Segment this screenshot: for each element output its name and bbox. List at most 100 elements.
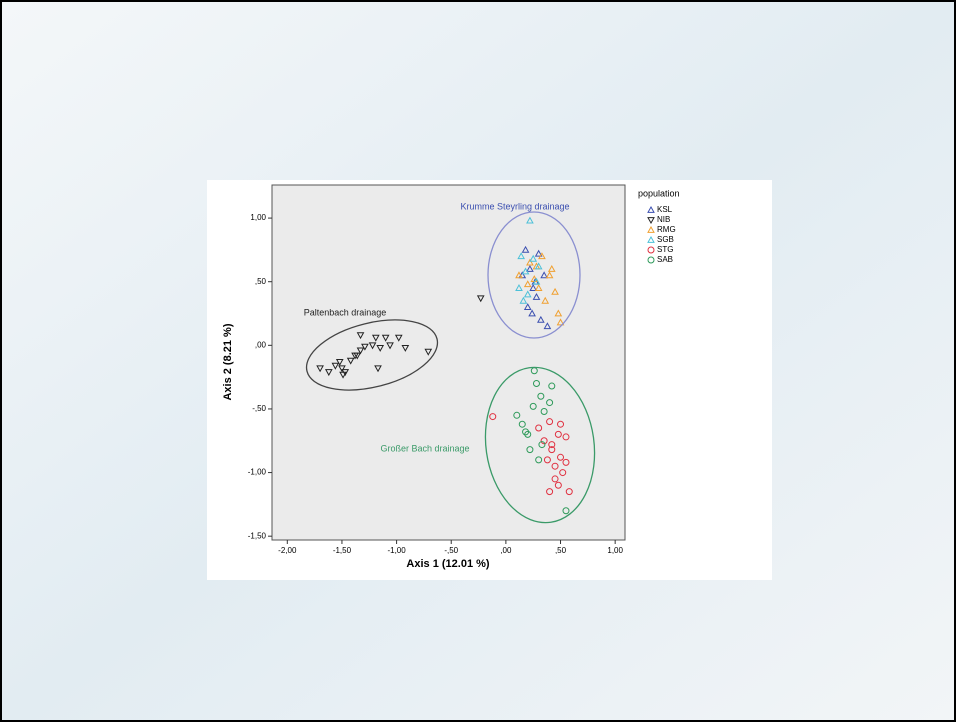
cluster-ellipse (484, 366, 596, 524)
point (331, 362, 340, 370)
point (532, 292, 541, 300)
point (565, 488, 573, 496)
point (346, 357, 355, 365)
point (534, 284, 543, 291)
point (554, 430, 562, 438)
point (538, 441, 546, 449)
point (562, 433, 570, 441)
point (546, 418, 554, 426)
point (562, 458, 570, 466)
point (376, 344, 385, 352)
point (335, 358, 344, 366)
point (339, 371, 347, 379)
y-tick-label: ,00 (255, 340, 267, 349)
point (324, 369, 333, 377)
point (513, 411, 521, 419)
point (381, 334, 390, 342)
legend-marker (647, 235, 655, 243)
x-tick-label: -2,00 (278, 546, 297, 555)
point (554, 481, 562, 489)
point (361, 343, 369, 351)
point (557, 420, 565, 428)
point (394, 334, 403, 342)
point (515, 271, 523, 279)
point (546, 488, 554, 496)
point (543, 322, 552, 330)
point (519, 296, 528, 304)
point (517, 252, 526, 260)
point (528, 309, 536, 317)
point (338, 365, 346, 373)
cluster-ellipse (487, 211, 581, 339)
point (548, 382, 556, 390)
annotation: Großer Bach drainage (380, 443, 469, 453)
point (545, 271, 554, 279)
x-tick-label: -1,50 (333, 546, 352, 555)
point (551, 462, 559, 470)
point (489, 413, 497, 421)
point (530, 275, 539, 283)
point (535, 456, 543, 464)
y-tick-label: 1,00 (250, 213, 266, 222)
point (353, 352, 362, 360)
point (535, 424, 543, 432)
x-tick-label: ,50 (555, 546, 567, 555)
point (538, 252, 546, 260)
point (540, 437, 548, 445)
point (540, 407, 548, 415)
legend-label: RMG (657, 225, 676, 234)
point (540, 271, 548, 279)
legend-label: SGB (657, 235, 674, 244)
plot-area (271, 184, 626, 541)
point (543, 456, 551, 464)
point (523, 280, 532, 288)
point (518, 420, 526, 428)
legend-title: population (638, 188, 680, 198)
point (374, 365, 382, 373)
point (537, 392, 545, 400)
point (476, 295, 485, 303)
point (529, 284, 538, 291)
y-axis-label: Axis 2 (8.21 %) (222, 323, 234, 400)
point (526, 264, 534, 272)
x-axis-label: Axis 1 (12.01 %) (406, 558, 489, 570)
point (556, 318, 565, 326)
y-tick-label: -,50 (252, 404, 266, 413)
legend-label: NIB (657, 215, 670, 224)
point (536, 315, 545, 323)
point (356, 347, 365, 355)
point (521, 267, 530, 275)
point (557, 453, 565, 461)
point (529, 254, 538, 262)
point (532, 277, 541, 285)
point (548, 446, 556, 454)
legend-label: STG (657, 245, 673, 254)
y-tick-label: -1,50 (248, 531, 267, 540)
point (532, 379, 540, 387)
point (546, 399, 554, 407)
point (548, 441, 556, 449)
y-tick-label: -1,00 (248, 468, 267, 477)
legend-marker (647, 205, 655, 213)
y-tick-label: ,50 (255, 277, 267, 286)
point (368, 342, 377, 350)
point (522, 428, 530, 436)
point (424, 348, 433, 356)
point (541, 296, 550, 304)
point (562, 507, 570, 515)
point (386, 342, 394, 350)
point (547, 264, 556, 272)
point (526, 446, 534, 454)
point (515, 284, 523, 291)
x-tick-label: 1,00 (607, 546, 623, 555)
point (526, 216, 534, 224)
point (534, 249, 543, 257)
point (526, 258, 534, 266)
point (523, 303, 532, 311)
x-tick-label: -,50 (444, 546, 458, 555)
annotation: Paltenbach drainage (304, 307, 387, 317)
point (401, 344, 410, 352)
cluster-ellipse (305, 319, 439, 391)
